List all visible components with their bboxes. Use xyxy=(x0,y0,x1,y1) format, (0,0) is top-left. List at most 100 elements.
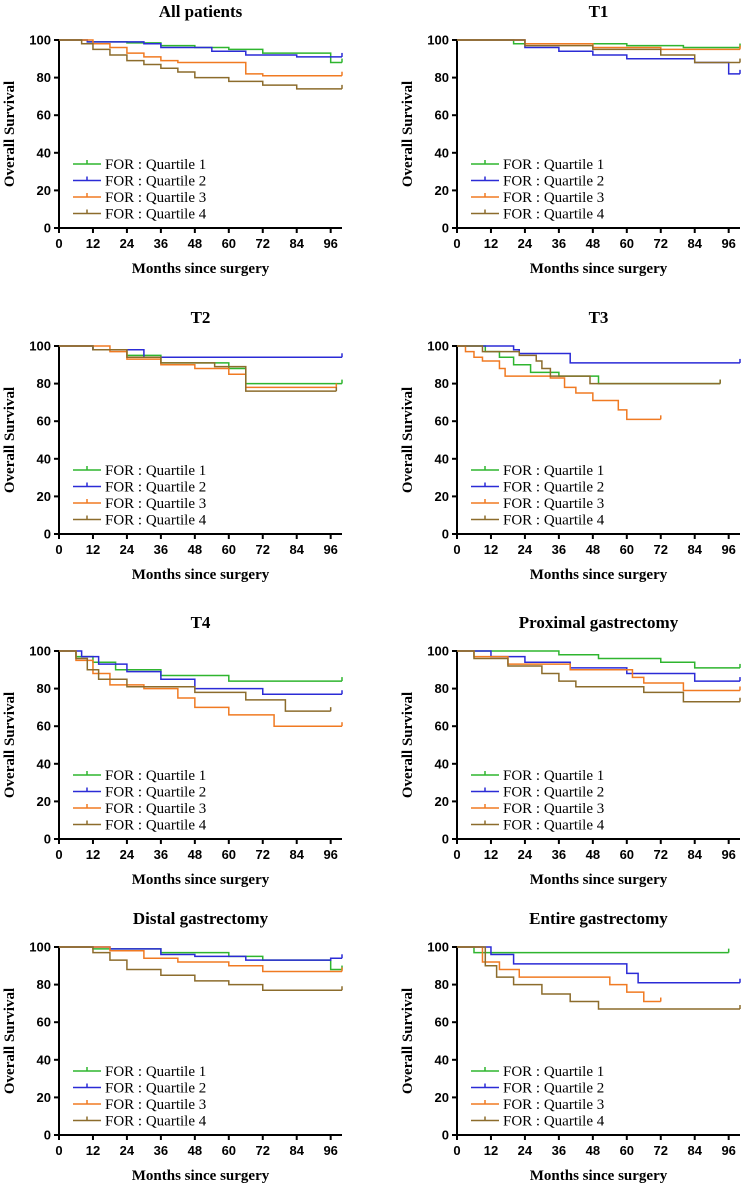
legend-label-q2: FOR : Quartile 2 xyxy=(105,785,206,801)
x-tick-label: 36 xyxy=(154,1143,168,1158)
y-tick-label: 0 xyxy=(44,221,51,236)
y-tick-label: 20 xyxy=(435,1090,449,1105)
legend-label-q4: FOR : Quartile 4 xyxy=(503,818,605,834)
survival-curve-q3 xyxy=(59,39,342,77)
x-tick-label: 72 xyxy=(654,542,668,557)
y-tick-label: 80 xyxy=(37,977,51,992)
x-tick-label: 84 xyxy=(687,542,702,557)
legend-label-q1: FOR : Quartile 1 xyxy=(503,157,604,173)
x-tick-label: 0 xyxy=(453,1143,460,1158)
survival-curve-q3 xyxy=(59,946,342,973)
survival-curve-q1 xyxy=(59,345,342,385)
y-tick-label: 60 xyxy=(435,414,449,429)
x-tick-label: 96 xyxy=(721,1143,735,1158)
x-tick-label: 12 xyxy=(484,542,498,557)
x-tick-label: 72 xyxy=(256,542,270,557)
y-tick-label: 80 xyxy=(37,376,51,391)
x-tick-label: 72 xyxy=(654,1143,668,1158)
legend-label-q1: FOR : Quartile 1 xyxy=(105,463,206,479)
legend-label-q3: FOR : Quartile 3 xyxy=(503,801,604,817)
x-tick-label: 48 xyxy=(188,542,202,557)
x-tick-label: 12 xyxy=(484,1143,498,1158)
x-tick-label: 60 xyxy=(222,847,236,862)
y-axis-label: Overall Survival xyxy=(2,692,18,798)
chart-title: All patients xyxy=(159,2,243,21)
y-tick-label: 60 xyxy=(37,108,51,123)
y-tick-label: 40 xyxy=(37,145,51,160)
x-tick-label: 84 xyxy=(687,847,702,862)
x-tick-label: 24 xyxy=(120,1143,135,1158)
x-tick-label: 12 xyxy=(86,847,100,862)
legend-label-q3: FOR : Quartile 3 xyxy=(503,1097,604,1113)
y-tick-label: 20 xyxy=(435,489,449,504)
x-tick-label: 0 xyxy=(55,847,62,862)
x-tick-label: 72 xyxy=(654,847,668,862)
x-tick-label: 84 xyxy=(687,1143,702,1158)
x-tick-label: 0 xyxy=(55,542,62,557)
x-tick-label: 48 xyxy=(586,542,600,557)
survival-curve-q4 xyxy=(457,345,721,385)
chart-panel: Proximal gastrectomy 0 20 40 60 80 100 0 12 24 36 4… xyxy=(400,613,741,888)
legend-label-q2: FOR : Quartile 2 xyxy=(503,174,604,190)
y-tick-label: 80 xyxy=(435,70,449,85)
survival-curve-q3 xyxy=(457,345,661,421)
legend-label-q2: FOR : Quartile 2 xyxy=(503,785,604,801)
x-tick-label: 48 xyxy=(188,847,202,862)
x-tick-label: 12 xyxy=(86,1143,100,1158)
survival-curve-q4 xyxy=(457,39,740,64)
x-tick-label: 72 xyxy=(256,847,270,862)
y-tick-label: 0 xyxy=(442,1128,449,1143)
legend-label-q1: FOR : Quartile 1 xyxy=(503,463,604,479)
survival-curve-q2 xyxy=(457,946,740,984)
x-tick-label: 48 xyxy=(188,1143,202,1158)
x-tick-label: 60 xyxy=(620,1143,634,1158)
y-axis-label: Overall Survival xyxy=(400,988,416,1094)
y-tick-label: 40 xyxy=(435,145,449,160)
x-tick-label: 36 xyxy=(552,1143,566,1158)
survival-curve-q2 xyxy=(59,39,342,58)
x-tick-label: 60 xyxy=(222,1143,236,1158)
survival-curve-q2 xyxy=(457,39,740,75)
x-tick-label: 84 xyxy=(289,542,304,557)
x-tick-label: 24 xyxy=(120,847,135,862)
x-tick-label: 36 xyxy=(154,847,168,862)
chart-title: T2 xyxy=(191,308,211,327)
x-tick-label: 48 xyxy=(586,236,600,251)
x-axis-label: Months since surgery xyxy=(132,261,270,277)
chart-panel: T1 0 20 40 60 80 100 0 12 24 36 48 60 72 84 96 Months si… xyxy=(400,2,741,277)
x-tick-label: 24 xyxy=(518,542,533,557)
x-tick-label: 96 xyxy=(323,236,337,251)
y-tick-label: 20 xyxy=(435,183,449,198)
chart-title: T3 xyxy=(589,308,609,327)
x-tick-label: 60 xyxy=(222,236,236,251)
x-tick-label: 0 xyxy=(453,236,460,251)
y-tick-label: 0 xyxy=(44,527,51,542)
chart-panel: T2 0 20 40 60 80 100 0 12 24 36 48 60 72 84 96 Months si… xyxy=(2,308,343,583)
x-tick-label: 96 xyxy=(323,847,337,862)
legend-label-q3: FOR : Quartile 3 xyxy=(105,1097,206,1113)
x-tick-label: 24 xyxy=(518,236,533,251)
y-tick-label: 80 xyxy=(435,681,449,696)
legend-label-q4: FOR : Quartile 4 xyxy=(105,513,207,529)
legend-label-q4: FOR : Quartile 4 xyxy=(105,1114,207,1130)
survival-curve-q1 xyxy=(59,946,342,971)
chart-panel: Distal gastrectomy 0 20 40 60 80 100 0 12 24 36 48 6… xyxy=(2,909,343,1184)
y-tick-label: 100 xyxy=(427,33,449,48)
x-axis-label: Months since surgery xyxy=(530,1168,668,1184)
y-tick-label: 100 xyxy=(29,33,51,48)
y-tick-label: 20 xyxy=(435,794,449,809)
x-axis-label: Months since surgery xyxy=(132,872,270,888)
legend-label-q3: FOR : Quartile 3 xyxy=(105,190,206,206)
legend-label-q2: FOR : Quartile 2 xyxy=(105,480,206,496)
y-tick-label: 60 xyxy=(435,1015,449,1030)
legend-label-q4: FOR : Quartile 4 xyxy=(105,818,207,834)
x-tick-label: 12 xyxy=(484,236,498,251)
x-tick-label: 84 xyxy=(289,236,304,251)
x-tick-label: 0 xyxy=(453,847,460,862)
x-tick-label: 24 xyxy=(518,1143,533,1158)
legend-label-q2: FOR : Quartile 2 xyxy=(503,1081,604,1097)
y-tick-label: 60 xyxy=(435,719,449,734)
x-tick-label: 24 xyxy=(518,847,533,862)
x-axis-label: Months since surgery xyxy=(132,567,270,583)
